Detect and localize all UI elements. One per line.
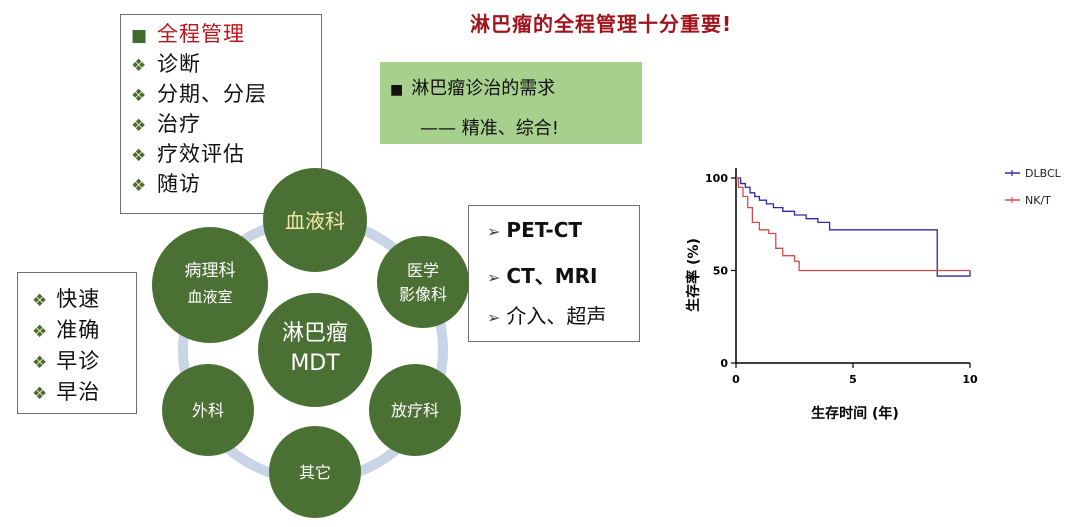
x-axis-label: 生存时间 (年) bbox=[811, 405, 899, 422]
management-box: ■ 全程管理 ❖ 诊断 ❖ 分期、分层 ❖ 治疗 ❖ 疗效评估 ❖ 随访 bbox=[120, 14, 322, 214]
needs-box: ■ 淋巴瘤诊治的需求 —— 精准、综合! bbox=[380, 62, 642, 144]
x-tick-label: 10 bbox=[962, 373, 978, 386]
arrow-bullet-icon: ➢ bbox=[487, 268, 501, 287]
mdt-center-line2: MDT bbox=[290, 351, 340, 376]
dept-node-pathology: 病理科 血液室 bbox=[152, 227, 268, 343]
y-tick-label: 100 bbox=[705, 172, 728, 185]
imaging-item-label: CT、MRI bbox=[506, 264, 598, 288]
diamond-bullet-icon: ❖ bbox=[131, 86, 148, 106]
arrow-bullet-icon: ➢ bbox=[487, 222, 501, 241]
dept-node-radiotherapy: 放疗科 bbox=[369, 364, 461, 456]
chart-legend: DLBCL NK/T bbox=[1005, 167, 1062, 207]
y-axis-label: 生存率 (%) bbox=[685, 238, 702, 312]
management-item-label: 治疗 bbox=[157, 112, 201, 136]
management-head: ■ 全程管理 bbox=[131, 21, 245, 49]
needs-line1-label: 淋巴瘤诊治的需求 bbox=[411, 78, 556, 99]
goal-item: ❖ 早诊 bbox=[32, 345, 100, 375]
diamond-bullet-icon: ❖ bbox=[32, 291, 49, 311]
imaging-item: ➢ 介入、超声 bbox=[487, 300, 606, 329]
series-line-1 bbox=[736, 177, 970, 272]
diamond-bullet-icon: ❖ bbox=[32, 353, 49, 373]
dept-label: 放疗科 bbox=[391, 401, 439, 420]
dept-node-surgery: 外科 bbox=[162, 364, 254, 456]
imaging-item-label: PET-CT bbox=[506, 218, 583, 242]
management-item: ❖ 分期、分层 bbox=[131, 81, 267, 109]
dept-node-imaging: 医学 影像科 bbox=[377, 236, 469, 328]
goals-box: ❖ 快速 ❖ 准确 ❖ 早诊 ❖ 早治 bbox=[17, 272, 137, 414]
dept-node-other: 其它 bbox=[269, 426, 361, 518]
goal-item: ❖ 准确 bbox=[32, 314, 100, 344]
management-item-label: 诊断 bbox=[157, 52, 201, 76]
dept-label: 外科 bbox=[192, 401, 224, 420]
legend-label: NK/T bbox=[1025, 194, 1051, 207]
dept-label: 血液科 bbox=[285, 209, 345, 233]
goal-item-label: 早治 bbox=[56, 380, 101, 404]
needs-line1: ■ 淋巴瘤诊治的需求 bbox=[390, 74, 555, 100]
diamond-bullet-icon: ❖ bbox=[32, 322, 49, 342]
square-bullet-icon: ■ bbox=[390, 82, 404, 98]
y-tick-label: 50 bbox=[713, 265, 729, 278]
dept-label-sub: 影像科 bbox=[399, 285, 447, 304]
series-line-0 bbox=[736, 177, 971, 277]
management-item-label: 疗效评估 bbox=[157, 142, 245, 166]
imaging-box: ➢ PET-CT ➢ CT、MRI ➢ 介入、超声 bbox=[468, 205, 640, 342]
dept-node-hematology: 血液科 bbox=[263, 168, 367, 272]
legend-label: DLBCL bbox=[1025, 167, 1062, 180]
management-head-label: 全程管理 bbox=[157, 22, 245, 46]
goal-item-label: 快速 bbox=[56, 287, 101, 311]
goal-item-label: 准确 bbox=[56, 318, 101, 342]
chart-axes: 0 50 100 0 5 10 bbox=[705, 168, 978, 386]
dept-label-sub: 血液室 bbox=[187, 288, 232, 306]
diamond-bullet-icon: ❖ bbox=[131, 56, 148, 76]
x-tick-label: 0 bbox=[732, 373, 740, 386]
management-item: ❖ 治疗 bbox=[131, 111, 201, 139]
management-item: ❖ 随访 bbox=[131, 171, 201, 199]
goal-item-label: 早诊 bbox=[56, 349, 101, 373]
x-tick-label: 5 bbox=[849, 373, 857, 386]
square-bullet-icon: ■ bbox=[131, 26, 149, 46]
chart-series bbox=[736, 177, 971, 277]
needs-line2: —— 精准、综合! bbox=[420, 118, 559, 139]
arrow-bullet-icon: ➢ bbox=[487, 308, 501, 327]
imaging-item-label: 介入、超声 bbox=[506, 304, 607, 328]
dept-label: 病理科 bbox=[185, 261, 236, 281]
management-item: ❖ 诊断 bbox=[131, 51, 201, 79]
mdt-center-line1: 淋巴瘤 bbox=[282, 321, 348, 346]
diamond-bullet-icon: ❖ bbox=[131, 146, 148, 166]
management-item-label: 分期、分层 bbox=[157, 82, 267, 106]
management-item-label: 随访 bbox=[157, 172, 201, 196]
imaging-item: ➢ PET-CT bbox=[487, 218, 582, 242]
imaging-item: ➢ CT、MRI bbox=[487, 260, 597, 289]
y-tick-label: 0 bbox=[720, 357, 728, 370]
goal-item: ❖ 早治 bbox=[32, 376, 100, 406]
dept-label: 其它 bbox=[299, 463, 331, 482]
diamond-bullet-icon: ❖ bbox=[131, 116, 148, 136]
goal-item: ❖ 快速 bbox=[32, 283, 100, 313]
mdt-center-node: 淋巴瘤 MDT bbox=[258, 293, 372, 407]
dept-label: 医学 bbox=[407, 261, 439, 280]
survival-chart: 0 50 100 0 5 10 DLBCL NK/T 生存时间 (年) 生存率 (%) bbox=[685, 167, 1062, 422]
page-title: 淋巴瘤的全程管理十分重要! bbox=[470, 12, 733, 36]
diamond-bullet-icon: ❖ bbox=[131, 176, 148, 196]
diamond-bullet-icon: ❖ bbox=[32, 384, 49, 404]
management-item: ❖ 疗效评估 bbox=[131, 141, 245, 169]
